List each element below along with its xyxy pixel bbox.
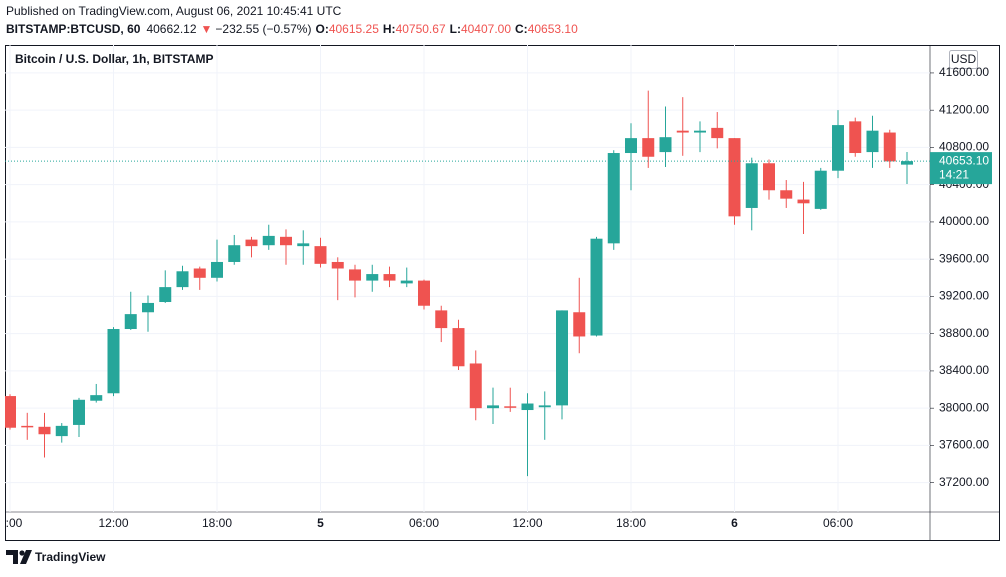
brand: TradingView <box>35 550 106 564</box>
candle-body <box>314 246 327 264</box>
candle-body <box>883 132 896 162</box>
candle-body <box>90 395 103 401</box>
currency[interactable]: USD <box>951 52 977 66</box>
chart-title: Bitcoin / U.S. Dollar, 1h, BITSTAMP <box>15 52 213 66</box>
candle-body <box>521 403 534 411</box>
candle-body <box>694 130 706 133</box>
candle-body <box>590 238 603 336</box>
candle-body <box>418 280 430 306</box>
candle-body <box>625 138 637 154</box>
candle-body <box>452 328 465 367</box>
candle-body <box>866 130 879 153</box>
candle-body <box>383 274 396 281</box>
symbol: BITSTAMP:BTCUSD, 60 <box>6 22 141 36</box>
candle-body <box>38 426 51 435</box>
y-tick-label: 39200.00 <box>939 289 989 303</box>
candle-body <box>124 314 137 330</box>
candle-body <box>573 312 586 337</box>
candle-body <box>487 405 499 409</box>
ohlc-label: L: <box>450 22 461 36</box>
candle-body <box>556 310 568 406</box>
candle-body <box>728 138 741 217</box>
candle-body <box>176 271 189 288</box>
y-tick-label: 41200.00 <box>939 102 989 116</box>
y-tick-label: 40800.00 <box>939 140 989 154</box>
x-tick-label: 18:00 <box>616 516 646 530</box>
x-tick-label: 12:00 <box>98 516 128 530</box>
down-arrow: ▼ <box>201 22 213 36</box>
candle-body <box>5 396 16 428</box>
y-tick-label: 37600.00 <box>939 438 989 452</box>
x-tick-label: 12:00 <box>512 516 542 530</box>
candle-body <box>814 170 827 209</box>
ohlc-value: 40615.25 <box>329 22 379 36</box>
chart-frame <box>5 45 1000 541</box>
candle-body <box>73 399 85 425</box>
candle-body <box>245 239 258 247</box>
countdown: 14:21 <box>939 167 969 181</box>
candle-body <box>832 125 844 171</box>
candle-body <box>607 153 620 244</box>
last-price-tag <box>930 152 992 185</box>
candle-body <box>107 329 120 394</box>
candle-body <box>297 243 310 247</box>
logo-icon <box>6 550 32 564</box>
quote-line: BITSTAMP:BTCUSD, 60 40662.12 ▼ −232.55 (−0.… <box>6 22 578 36</box>
candle-body <box>228 245 241 262</box>
ohlc-label: C: <box>515 22 528 36</box>
candle-body <box>504 406 517 408</box>
candle-body <box>659 137 672 153</box>
candle-body <box>366 274 379 281</box>
candle-body <box>55 425 68 437</box>
x-tick-label: :00 <box>6 516 23 530</box>
ohlc-value: 40407.00 <box>461 22 511 36</box>
candle-body <box>159 287 172 303</box>
y-tick-label: 40000.00 <box>939 214 989 228</box>
ohlc-value: 40750.67 <box>396 22 446 36</box>
published-note: Published on TradingView.com, August 06,… <box>6 4 342 18</box>
candle-body <box>211 261 223 278</box>
grid <box>5 45 930 512</box>
candle-body <box>435 310 448 329</box>
candles <box>5 90 913 477</box>
y-tick-label: 37200.00 <box>939 475 989 489</box>
y-tick-label: 39600.00 <box>939 251 989 265</box>
candle-body <box>763 163 775 191</box>
last-price-label: 40653.10 <box>939 153 989 167</box>
x-tick-label: 06:00 <box>823 516 853 530</box>
candle-body <box>780 190 793 199</box>
candle-body <box>538 405 551 408</box>
y-tick-label: 38800.00 <box>939 326 989 340</box>
y-tick-label: 41600.00 <box>939 65 989 79</box>
candle-body <box>400 280 413 284</box>
candle-body <box>901 161 913 165</box>
x-tick-label: 18:00 <box>202 516 232 530</box>
candle-body <box>280 236 292 246</box>
candle-body <box>21 425 34 428</box>
x-tick-label: 06:00 <box>409 516 439 530</box>
candle-body <box>676 130 689 133</box>
x-tick-label: 6 <box>731 516 738 530</box>
candle-body <box>142 302 154 313</box>
candle-body <box>711 127 724 139</box>
candle-body <box>469 363 482 409</box>
price: 40662.12 <box>146 22 196 36</box>
y-tick-label: 38400.00 <box>939 363 989 377</box>
ohlc-label: H: <box>383 22 396 36</box>
currency-button[interactable] <box>949 50 978 69</box>
candle-body <box>745 163 758 208</box>
candle-body <box>642 138 655 157</box>
candle-body <box>193 268 206 278</box>
candle-body <box>349 269 361 281</box>
candle-body <box>849 121 862 154</box>
y-tick-label: 38000.00 <box>939 400 989 414</box>
candle-body <box>262 235 275 246</box>
ohlc-value: 40653.10 <box>528 22 578 36</box>
change: −232.55 (−0.57%) <box>215 22 311 36</box>
x-tick-label: 5 <box>317 516 324 530</box>
ohlc-label: O: <box>315 22 328 36</box>
candle-body <box>331 261 344 269</box>
candle-body <box>797 199 810 204</box>
